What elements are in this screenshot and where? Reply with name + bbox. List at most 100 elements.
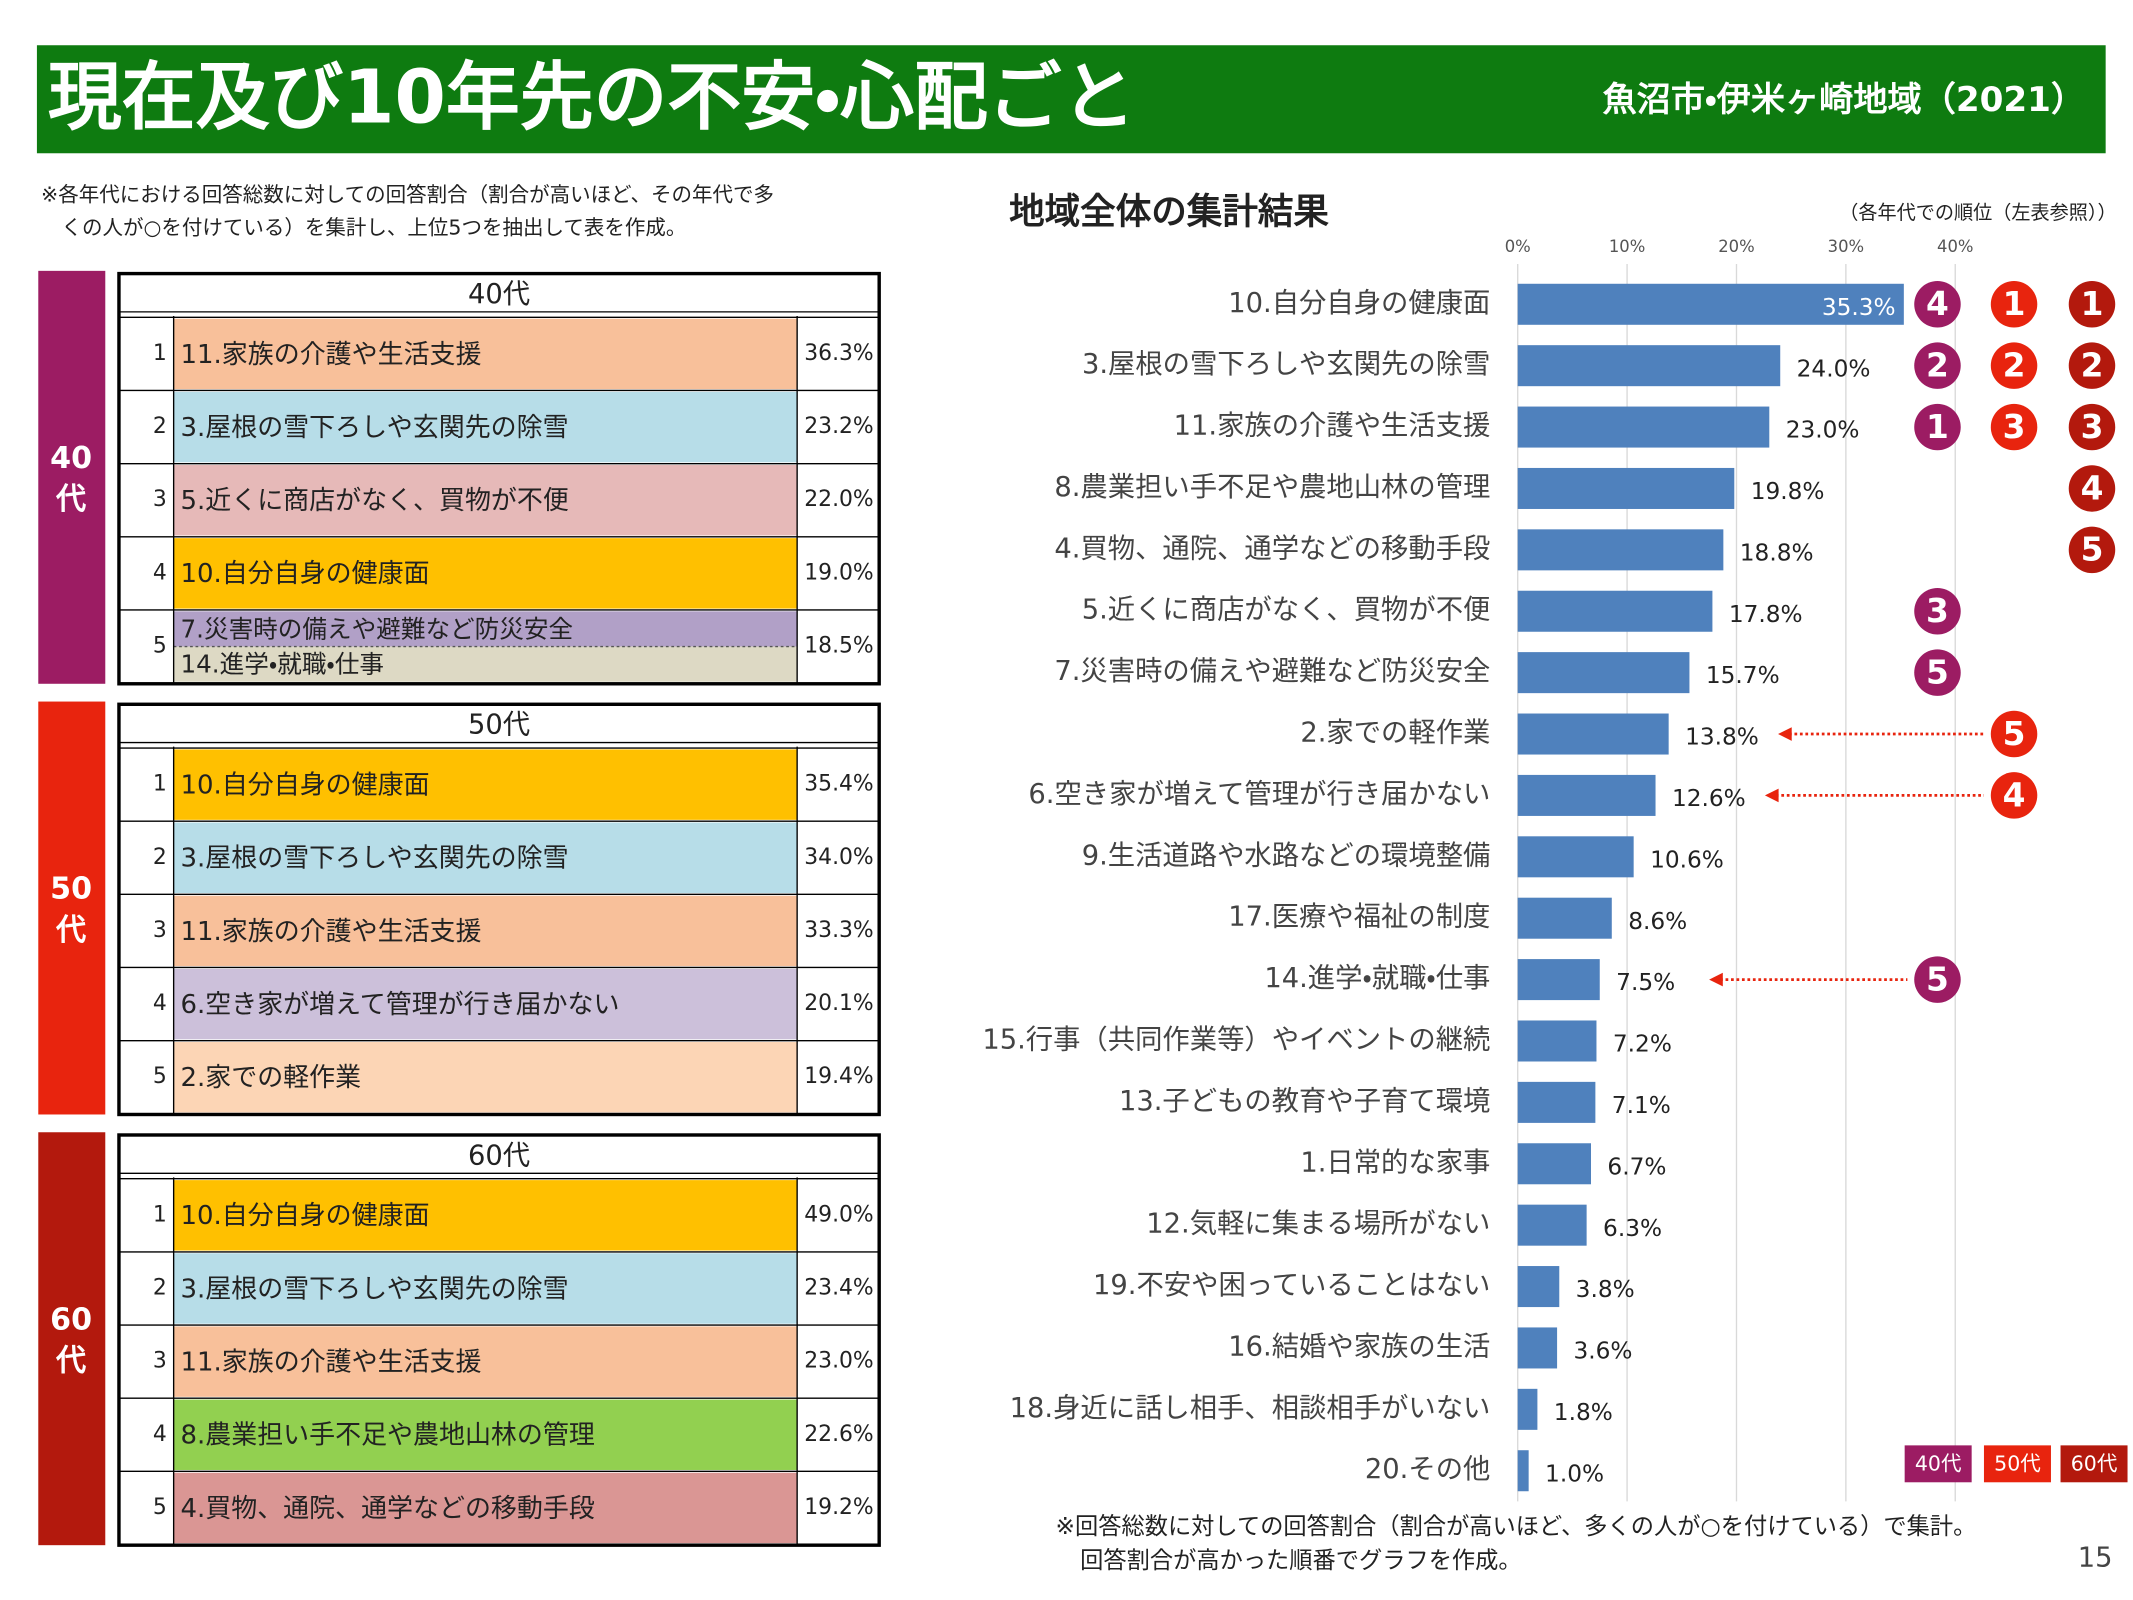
value-label: 19.8% [1751,478,1825,505]
value-text: 20.1% [804,991,873,1016]
rank-marker [1990,710,2038,758]
legend-label: 40代 [1915,1452,1962,1476]
item-text: 2.家での軽作業 [180,1063,361,1093]
value-label: 13.8% [1685,724,1759,751]
rank-marker [2068,403,2116,451]
x-tick-label: 0% [1505,237,1531,256]
header-title: 現在及び10年先の不安・心配ごと [48,55,1136,141]
pointer-arrowhead [1764,788,1779,803]
rank-text: 3 [153,487,167,512]
item-cell [173,749,798,820]
item-text: 3.屋根の雪下ろしや玄関先の除雪 [180,413,568,443]
bar [1517,836,1634,878]
item-text: 10.自分自身の健康面 [180,1201,429,1231]
value-text: 36.3% [804,341,873,366]
item-text: 4.買物、通院、通学などの移動手段 [180,1494,594,1524]
category-label: 2.家での軽作業 [1300,718,1490,749]
category-label: 7.災害時の備えや避難など防災安全 [1054,656,1490,687]
value-label: 3.8% [1576,1276,1635,1303]
rank-text: 5 [153,1495,167,1520]
chart-title: 地域全体の集計結果 [1009,191,1329,232]
rank-marker [2068,281,2116,328]
value-label: 6.3% [1603,1215,1662,1242]
age-side-label: 50 [50,872,92,907]
value-text: 35.4% [804,772,873,797]
category-label: 18.身近に話し相手、相談相手がいない [1010,1393,1491,1424]
rank-text: 2 [153,845,167,870]
item-text: 10.自分自身の健康面 [180,559,429,589]
item-cell [173,1180,798,1251]
item-text: 8.農業担い手不足や農地山林の管理 [180,1421,594,1451]
value-label: 12.6% [1672,785,1746,812]
table-border [117,702,881,1117]
rank-marker-text: 3 [1926,592,1949,630]
rank-marker-text: 2 [2003,347,2026,385]
bar [1517,652,1690,694]
table-header: 60代 [468,1140,530,1171]
rank-marker-text: 5 [1926,654,1949,692]
value-text: 49.0% [804,1202,873,1227]
rank-marker [1990,342,2038,389]
rank-text: 4 [153,991,167,1016]
rank-marker [1914,281,1961,328]
rank-marker-text: 1 [1926,408,1949,446]
rank-marker [2068,465,2116,512]
item-cell [173,822,798,893]
category-label: 20.その他 [1365,1454,1490,1485]
note-line: ※各年代における回答総数に対しての回答割合（割合が高いほど、その年代で多 [41,183,774,207]
table-border [117,1133,881,1547]
category-label: 1.日常的な家事 [1300,1147,1490,1178]
category-label: 16.結婚や家族の生活 [1228,1331,1490,1362]
bar [1517,467,1735,509]
value-text: 22.6% [804,1422,873,1447]
note-line: くの人が○を付けている）を集計し、上位5つを抽出して表を作成。 [62,215,687,239]
item-text: 5.近くに商店がなく、買物が不便 [180,486,568,516]
bar [1517,529,1724,571]
rank-marker [1914,342,1961,389]
value-text: 34.0% [804,845,873,870]
category-label: 14.進学・就職・仕事 [1264,963,1490,994]
legend-swatch [1983,1445,2051,1483]
rank-marker-text: 5 [1926,960,1949,998]
bar [1517,1081,1596,1123]
age-side-band [38,701,106,1115]
item-cell [173,1472,798,1544]
category-label: 10.自分自身の健康面 [1228,288,1490,319]
bar [1517,590,1713,632]
chart-subtitle: （各年代での順位（左表参照）） [1839,201,2116,224]
rank-text: 2 [153,414,167,439]
category-label: 8.農業担い手不足や農地山林の管理 [1054,472,1490,503]
table-header: 50代 [468,710,530,741]
rank-marker-text: 3 [2081,408,2104,446]
age-side-label: 60 [50,1302,92,1337]
value-label: 7.2% [1613,1031,1672,1058]
category-label: 11.家族の介護や生活支援 [1174,411,1491,442]
value-label: 35.3% [1822,294,1896,321]
legend-label: 50代 [1994,1452,2041,1476]
item-cell [173,611,798,647]
item-text: 11.家族の介護や生活支援 [180,340,481,370]
rank-marker-text: 2 [1926,347,1949,385]
value-label: 23.0% [1786,417,1860,444]
item-cell [173,646,798,682]
value-text: 19.4% [804,1064,873,1089]
item-cell [173,391,798,463]
category-label: 19.不安や困っていることはない [1093,1270,1490,1301]
rank-marker [1914,403,1961,451]
age-side-band [38,270,106,684]
value-label: 7.1% [1612,1092,1671,1119]
item-text: 10.自分自身の健康面 [180,770,429,800]
item-cell [173,1326,798,1397]
rank-marker-text: 4 [2081,469,2104,507]
value-text: 19.0% [804,560,873,585]
value-text: 23.4% [804,1275,873,1300]
rank-marker [2068,342,2116,389]
rank-marker-text: 4 [2003,776,2026,814]
item-text: 6.空き家が増えて管理が行き届かない [180,990,619,1020]
rank-text: 1 [153,772,167,797]
item-text: 14.進学・就職・仕事 [180,649,384,678]
value-label: 24.0% [1797,355,1871,382]
bar [1517,1327,1558,1369]
rank-marker-text: 5 [2003,715,2026,753]
legend-swatch [2060,1445,2128,1483]
